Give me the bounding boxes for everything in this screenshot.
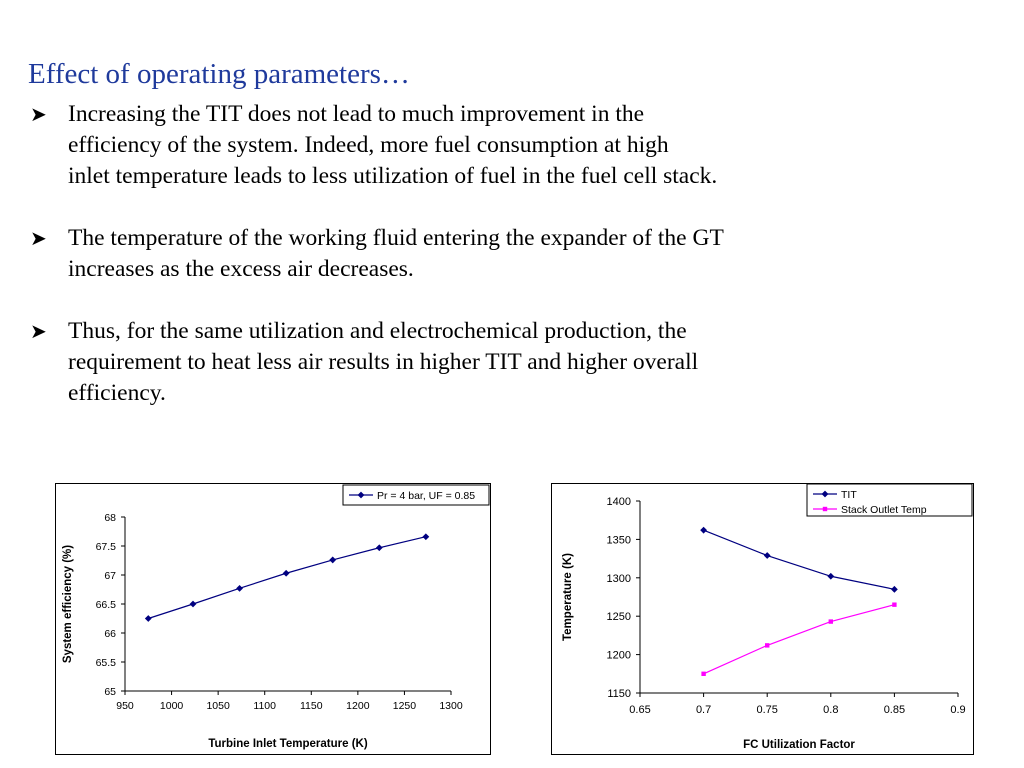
y-tick-label: 1200: [607, 650, 631, 662]
y-tick-label: 1300: [607, 573, 631, 585]
data-point: [701, 671, 706, 676]
data-point: [375, 544, 383, 552]
x-tick-label: 1300: [439, 700, 463, 712]
bullet-text-line: efficiency.: [68, 380, 166, 406]
bullet-text-line: efficiency of the system. Indeed, more f…: [68, 132, 669, 158]
data-point: [763, 552, 771, 559]
x-tick-label: 0.9: [950, 704, 965, 716]
x-tick-label: 1000: [160, 700, 184, 712]
data-point: [357, 491, 365, 499]
y-axis-label: System efficiency (%): [62, 545, 74, 663]
bullet-list: ➤ Increasing the TIT does not lead to mu…: [30, 99, 990, 409]
efficiency-chart: 950 1000 1050 1100 1150 1200 1250 1300 65 65.5 66 6…: [55, 483, 491, 755]
data-point: [891, 585, 898, 593]
x-tick-label: 1200: [346, 700, 370, 712]
data-point: [821, 490, 829, 498]
series-line: [703, 529, 895, 590]
chart-legend: Pr = 4 bar, UF = 0.85: [342, 484, 490, 506]
y-tick-label: 65.5: [96, 657, 117, 669]
temperature-chart: 0.65 0.7 0.75 0.8 0.85 0.9 1150 1200 1250 1300 135…: [551, 483, 974, 755]
y-tick-label: 66.5: [96, 599, 117, 611]
legend-entry-label: Pr = 4 bar, UF = 0.85: [377, 490, 475, 502]
arrowhead-bullet-icon: ➤: [30, 319, 47, 343]
y-tick-label: 66: [104, 628, 116, 640]
bullet-text-line: Thus, for the same utilization and elect…: [68, 318, 687, 344]
x-tick-label: 0.75: [756, 704, 777, 716]
chart-axes: 950 1000 1050 1100 1150 1200 1250 1300 65 65.5 66 6…: [96, 512, 463, 712]
y-tick-label: 1400: [607, 496, 631, 508]
series-stack-outlet-temp: [701, 602, 897, 676]
data-point: [700, 526, 707, 534]
legend-entry-label: TIT: [841, 489, 857, 501]
arrowhead-bullet-icon: ➤: [30, 226, 47, 250]
efficiency-chart-svg: 950 1000 1050 1100 1150 1200 1250 1300 65 65.5 66 6…: [62, 484, 490, 750]
data-point: [422, 533, 430, 541]
data-point: [282, 569, 290, 577]
data-point: [892, 602, 897, 607]
series-line: [703, 604, 895, 675]
bullet-text-line: The temperature of the working fluid ent…: [68, 225, 724, 251]
y-tick-label: 68: [104, 512, 116, 524]
chart-legend: TIT Stack Outlet Temp: [806, 484, 973, 517]
x-axis-label: FC Utilization Factor: [743, 739, 855, 751]
temperature-chart-svg: 0.65 0.7 0.75 0.8 0.85 0.9 1150 1200 1250 1300 135…: [562, 484, 973, 751]
data-point: [828, 619, 833, 624]
y-tick-label: 67: [104, 570, 116, 582]
bullet-text-line: Increasing the TIT does not lead to much…: [68, 101, 645, 127]
x-tick-label: 0.65: [629, 704, 650, 716]
data-point: [189, 600, 197, 608]
bullet-text-line: inlet temperature leads to less utilizat…: [68, 163, 718, 189]
x-tick-label: 950: [116, 700, 134, 712]
bullet-text-line: requirement to heat less air results in …: [68, 349, 699, 375]
x-axis-label: Turbine Inlet Temperature (K): [208, 738, 367, 750]
x-tick-label: 0.85: [884, 704, 905, 716]
series-line: [148, 536, 426, 620]
series-tit: [700, 526, 898, 593]
y-axis-label: Temperature (K): [562, 553, 574, 641]
chart-axes: 0.65 0.7 0.75 0.8 0.85 0.9 1150 1200 1250 1300 135…: [607, 496, 966, 716]
legend-box: [806, 484, 973, 517]
legend-entry-label: Stack Outlet Temp: [841, 504, 927, 516]
y-tick-label: 1250: [607, 611, 631, 623]
x-tick-label: 1050: [206, 700, 230, 712]
data-point: [827, 572, 835, 580]
data-point: [329, 556, 337, 564]
data-point: [822, 506, 828, 512]
x-tick-label: 1100: [253, 700, 276, 712]
y-tick-label: 1350: [607, 534, 631, 546]
y-tick-label: 65: [104, 686, 116, 698]
data-point: [144, 615, 152, 622]
data-point: [236, 584, 243, 592]
y-tick-label: 1150: [607, 688, 631, 700]
bullet-item: ➤ Thus, for the same utilization and ele…: [30, 316, 990, 409]
bullet-item: ➤ Increasing the TIT does not lead to mu…: [30, 99, 990, 192]
data-point: [765, 643, 770, 648]
y-tick-label: 67.5: [96, 541, 117, 553]
x-tick-label: 1250: [393, 700, 417, 712]
arrowhead-bullet-icon: ➤: [30, 102, 47, 126]
x-tick-label: 0.7: [696, 704, 711, 716]
bullet-text-line: increases as the excess air decreases.: [68, 256, 414, 282]
bullet-item: ➤ The temperature of the working fluid e…: [30, 223, 990, 285]
x-tick-label: 0.8: [823, 704, 838, 716]
series-pr-4-bar-uf-0-85: [144, 533, 430, 622]
x-tick-label: 1150: [300, 700, 323, 712]
legend-box: [342, 484, 490, 506]
slide-title: Effect of operating parameters…: [28, 58, 410, 90]
